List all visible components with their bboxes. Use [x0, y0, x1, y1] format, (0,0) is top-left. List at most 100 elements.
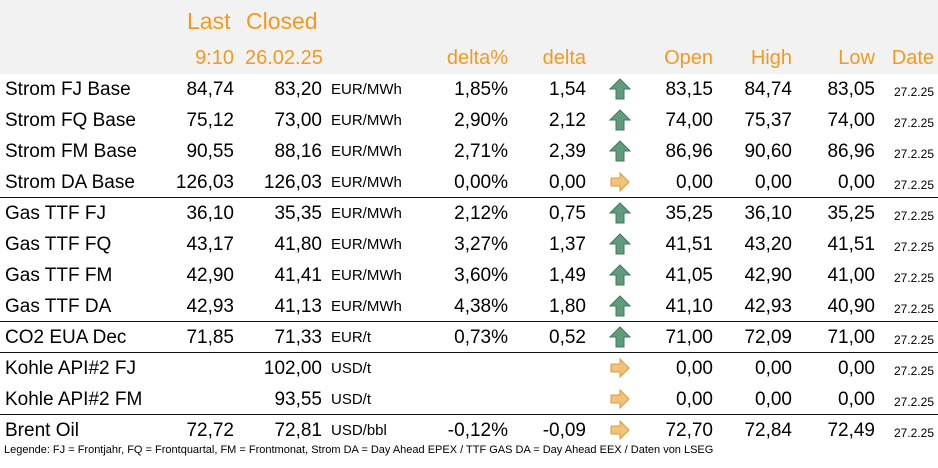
header-open: Open: [664, 47, 713, 69]
row-date: 27.2.25: [893, 302, 934, 316]
row-name: Gas TTF FJ: [5, 203, 106, 224]
row-delta-pct: 0,73%: [454, 327, 508, 348]
row-low: 71,00: [827, 327, 875, 348]
group-divider: [0, 321, 938, 322]
row-closed: 71,33: [274, 327, 322, 348]
row-delta-pct: 2,12%: [454, 203, 508, 224]
row-delta: 2,39: [549, 141, 586, 162]
row-closed: 93,55: [274, 389, 322, 410]
row-high: 42,93: [744, 296, 792, 317]
row-unit: EUR/MWh: [331, 143, 402, 160]
row-closed: 126,03: [263, 172, 322, 193]
header-last: Last: [187, 8, 231, 34]
row-unit: USD/bbl: [331, 422, 387, 439]
row-name: Brent Oil: [5, 420, 79, 441]
table-row: Gas TTF FM 42,90 41,41 EUR/MWh 3,60% 1,49 41,0…: [0, 260, 938, 291]
row-closed: 72,81: [274, 420, 322, 441]
row-closed: 35,35: [274, 203, 322, 224]
row-name: CO2 EUA Dec: [5, 327, 127, 348]
row-low: 0,00: [838, 358, 875, 379]
row-unit: EUR/t: [331, 329, 372, 346]
row-unit: EUR/MWh: [331, 205, 402, 222]
row-date: 27.2.25: [893, 116, 934, 130]
row-unit: EUR/MWh: [331, 81, 402, 98]
row-delta-pct: 4,38%: [454, 296, 508, 317]
row-date: 27.2.25: [893, 395, 934, 409]
row-open: 74,00: [665, 110, 713, 131]
row-date: 27.2.25: [893, 85, 934, 99]
table-row: Kohle API#2 FM 93,55 USD/t 0,00 0,00 0,00 27.2…: [0, 384, 938, 415]
header-date: Date: [891, 47, 934, 69]
legend-text: Legende: FJ = Frontjahr, FQ = Frontquart…: [4, 444, 714, 456]
row-date: 27.2.25: [893, 271, 934, 285]
row-high: 43,20: [744, 234, 792, 255]
row-delta: 1,54: [549, 79, 586, 100]
row-low: 0,00: [838, 389, 875, 410]
row-delta: 2,12: [549, 110, 586, 131]
row-unit: EUR/MWh: [331, 236, 402, 253]
row-delta-pct: 1,85%: [454, 79, 508, 100]
row-last: 36,10: [186, 203, 234, 224]
row-date: 27.2.25: [893, 178, 934, 192]
row-high: 0,00: [755, 172, 792, 193]
arrow-right-icon: [610, 388, 630, 410]
table-row: Strom DA Base 126,03 126,03 EUR/MWh 0,00% 0,0…: [0, 167, 938, 198]
group-divider: [0, 197, 938, 198]
row-last: 126,03: [175, 172, 234, 193]
group-divider: [0, 352, 938, 353]
row-low: 86,96: [827, 141, 875, 162]
row-low: 41,00: [827, 265, 875, 286]
row-date: 27.2.25: [893, 240, 934, 254]
row-low: 83,05: [827, 79, 875, 100]
row-name: Strom FM Base: [5, 141, 137, 162]
row-high: 36,10: [744, 203, 792, 224]
row-date: 27.2.25: [893, 209, 934, 223]
row-delta-pct: 3,27%: [454, 234, 508, 255]
row-unit: EUR/MWh: [331, 298, 402, 315]
row-delta-pct: -0,12%: [447, 420, 508, 441]
group-divider: [0, 414, 938, 415]
row-name: Gas TTF FQ: [5, 234, 112, 255]
arrow-up-icon: [609, 326, 631, 348]
header-closed: Closed: [246, 8, 318, 34]
row-name: Kohle API#2 FM: [5, 389, 143, 410]
row-open: 86,96: [665, 141, 713, 162]
row-low: 74,00: [827, 110, 875, 131]
row-low: 72,49: [827, 420, 875, 441]
row-low: 0,00: [838, 172, 875, 193]
row-open: 83,15: [665, 79, 713, 100]
row-last: 71,85: [186, 327, 234, 348]
arrow-up-icon: [609, 233, 631, 255]
table-row: Strom FJ Base 84,74 83,20 EUR/MWh 1,85% 1,54 8…: [0, 74, 938, 105]
table-row: Kohle API#2 FJ 102,00 USD/t 0,00 0,00 0,00 27.…: [0, 353, 938, 384]
row-last: 75,12: [186, 110, 234, 131]
arrow-right-icon: [610, 357, 630, 379]
row-name: Strom FQ Base: [5, 110, 136, 131]
header-high: High: [750, 47, 792, 69]
row-delta-pct: 3,60%: [454, 265, 508, 286]
row-high: 72,84: [744, 420, 792, 441]
row-closed: 102,00: [263, 358, 322, 379]
row-unit: EUR/MWh: [331, 112, 402, 129]
arrow-up-icon: [609, 109, 631, 131]
row-unit: EUR/MWh: [331, 267, 402, 284]
row-delta-pct: 2,71%: [454, 141, 508, 162]
row-last: 42,90: [186, 265, 234, 286]
row-open: 41,51: [665, 234, 713, 255]
row-closed: 73,00: [274, 110, 322, 131]
row-high: 90,60: [744, 141, 792, 162]
row-delta: 0,52: [549, 327, 586, 348]
arrow-right-icon: [610, 171, 630, 193]
row-last: 90,55: [186, 141, 234, 162]
row-delta: 1,37: [549, 234, 586, 255]
row-last: 72,72: [186, 420, 234, 441]
table-row: CO2 EUA Dec 71,85 71,33 EUR/t 0,73% 0,52 71,00…: [0, 322, 938, 353]
row-open: 35,25: [665, 203, 713, 224]
row-delta: 1,80: [549, 296, 586, 317]
row-last: 43,17: [186, 234, 234, 255]
row-open: 41,10: [665, 296, 713, 317]
row-closed: 88,16: [274, 141, 322, 162]
row-delta: -0,09: [542, 420, 586, 441]
row-high: 75,37: [744, 110, 792, 131]
